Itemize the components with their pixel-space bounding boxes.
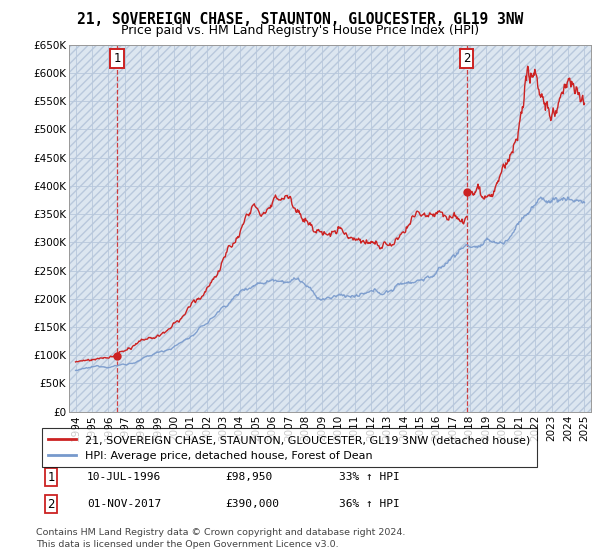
- Text: 2: 2: [463, 53, 470, 66]
- Text: Contains HM Land Registry data © Crown copyright and database right 2024.
This d: Contains HM Land Registry data © Crown c…: [36, 528, 406, 549]
- Text: £390,000: £390,000: [225, 499, 279, 509]
- Text: 33% ↑ HPI: 33% ↑ HPI: [339, 472, 400, 482]
- Text: 01-NOV-2017: 01-NOV-2017: [87, 499, 161, 509]
- Text: 2: 2: [47, 497, 55, 511]
- Legend: 21, SOVEREIGN CHASE, STAUNTON, GLOUCESTER, GL19 3NW (detached house), HPI: Avera: 21, SOVEREIGN CHASE, STAUNTON, GLOUCESTE…: [41, 428, 537, 467]
- Text: 1: 1: [113, 53, 121, 66]
- Text: 1: 1: [47, 470, 55, 484]
- Text: Price paid vs. HM Land Registry's House Price Index (HPI): Price paid vs. HM Land Registry's House …: [121, 24, 479, 36]
- Text: £98,950: £98,950: [225, 472, 272, 482]
- Text: 36% ↑ HPI: 36% ↑ HPI: [339, 499, 400, 509]
- Text: 10-JUL-1996: 10-JUL-1996: [87, 472, 161, 482]
- Text: 21, SOVEREIGN CHASE, STAUNTON, GLOUCESTER, GL19 3NW: 21, SOVEREIGN CHASE, STAUNTON, GLOUCESTE…: [77, 12, 523, 27]
